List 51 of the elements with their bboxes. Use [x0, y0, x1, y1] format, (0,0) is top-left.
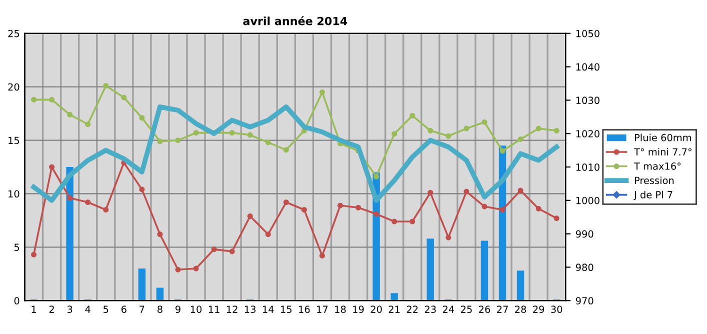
- x-tick-label: 9: [176, 306, 180, 313]
- x-tick-label: 6: [121, 306, 126, 313]
- x-tick-label: 7: [140, 306, 144, 313]
- x-tick-label: 25: [460, 306, 472, 313]
- y2-tick-label: 1050: [576, 30, 600, 38]
- x-tick-label: 12: [226, 306, 238, 313]
- y2-tick-label: 1040: [576, 63, 600, 71]
- y2-tick-label: 1000: [576, 196, 600, 204]
- x-tick-label: 22: [406, 306, 418, 313]
- x-tick-label: 8: [158, 306, 162, 313]
- y-tick-label: 15: [8, 136, 20, 144]
- x-tick-label: 5: [104, 306, 108, 313]
- legend-label: Pluie 60mm: [634, 134, 692, 142]
- x-tick-label: 16: [299, 306, 310, 313]
- x-tick-label: 26: [479, 306, 490, 313]
- legend-label: J de Pl 7: [634, 190, 672, 200]
- x-tick-label: 15: [281, 306, 292, 313]
- x-tick-label: 27: [497, 306, 508, 313]
- x-tick-label: 18: [335, 306, 346, 313]
- y-tick-label: 20: [8, 83, 20, 91]
- x-tick-label: 17: [317, 306, 328, 313]
- x-tick-label: 28: [515, 306, 526, 313]
- y-tick-label: 5: [14, 244, 20, 251]
- y2-tick-label: 970: [576, 297, 594, 304]
- y-tick-label: 0: [14, 297, 20, 304]
- y-tick-label: 10: [8, 190, 20, 198]
- y2-tick-label: 1030: [576, 96, 600, 104]
- x-tick-label: 4: [85, 306, 90, 313]
- x-tick-label: 24: [442, 306, 454, 313]
- x-tick-label: 3: [67, 306, 72, 313]
- x-tick-label: 23: [424, 306, 436, 313]
- x-tick-label: 13: [244, 306, 256, 313]
- x-tick-label: 20: [370, 306, 382, 313]
- legend-label: Pression: [634, 176, 674, 184]
- legend-label: T max16°: [634, 162, 681, 170]
- legend-label: T° mini 7.7°: [634, 148, 692, 156]
- y2-tick-label: 1010: [576, 163, 600, 171]
- x-tick-label: 19: [353, 306, 364, 313]
- y2-tick-label: 1020: [576, 130, 600, 138]
- x-tick-label: 2: [49, 306, 54, 313]
- x-tick-label: 14: [263, 306, 274, 313]
- x-tick-label: 30: [551, 306, 562, 313]
- y2-tick-label: 980: [576, 264, 594, 272]
- x-tick-label: 11: [208, 306, 220, 313]
- chart-title: avril année 2014: [243, 16, 348, 26]
- x-tick-label: 10: [190, 306, 202, 313]
- y-tick-label: 25: [8, 30, 20, 38]
- y2-tick-label: 990: [576, 230, 594, 238]
- x-tick-label: 21: [388, 306, 400, 313]
- x-tick-label: 1: [32, 306, 36, 313]
- x-tick-label: 29: [533, 306, 544, 313]
